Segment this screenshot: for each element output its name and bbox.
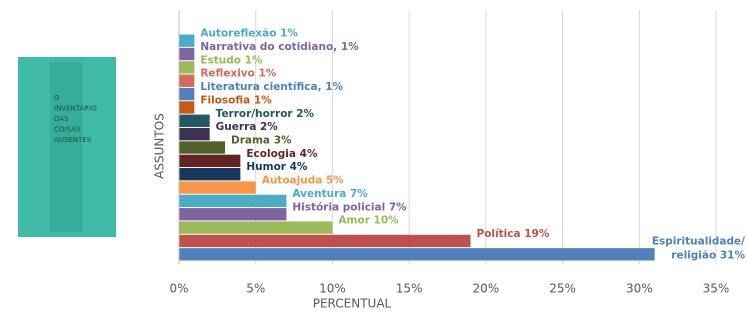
data-label: Ecologia 4% <box>246 148 318 160</box>
data-label: Guerra 2% <box>216 121 279 133</box>
bar <box>179 155 240 167</box>
data-label: Humor 4% <box>246 161 308 173</box>
data-label: Aventura 7% <box>292 188 368 200</box>
data-label: Literatura científica, 1% <box>200 81 343 93</box>
bar <box>179 101 194 113</box>
bar <box>179 115 210 127</box>
category-label: Reflexivo <box>200 68 255 80</box>
value-label: 1% <box>254 94 272 106</box>
bar <box>179 61 194 73</box>
value-label: 1% <box>259 68 277 80</box>
value-label: 1% <box>280 28 298 40</box>
category-label: Narrativa do cotidiano, <box>200 41 337 53</box>
category-label: Ecologia <box>246 148 296 160</box>
value-label: 1% <box>325 81 343 93</box>
data-label: Filosofia 1% <box>200 94 272 106</box>
category-label: História policial <box>292 201 385 213</box>
value-label: 31% <box>720 249 746 261</box>
value-label: 3% <box>274 135 292 147</box>
data-label: Política 19% <box>477 228 550 240</box>
cover-text: COISAS <box>54 126 81 134</box>
x-tick-label: 30% <box>626 282 653 296</box>
bar <box>179 235 471 247</box>
y-axis-title: ASSUNTOS <box>153 113 167 179</box>
category-label: Aventura <box>292 188 346 200</box>
x-tick-label: 0% <box>169 282 188 296</box>
category-label: Humor <box>246 161 286 173</box>
category-label: Terror/horror <box>216 108 294 120</box>
cover-text: AUSENTES <box>54 136 92 144</box>
data-label: Terror/horror 2% <box>216 108 315 120</box>
page: ASSUNTOS PERCENTUAL O INVENTÁRIO DAS COISAS… <box>0 0 747 312</box>
x-tick-label: 20% <box>473 282 500 296</box>
x-tick-label: 25% <box>549 282 576 296</box>
value-label: 5% <box>326 175 344 187</box>
cover-text: INVENTÁRIO <box>54 104 97 113</box>
x-tick-label: 5% <box>246 282 265 296</box>
category-label: Política <box>477 228 521 240</box>
category-label: Amor <box>338 215 370 227</box>
data-label: Autoreflexão 1% <box>200 28 298 40</box>
data-label: Autoajuda 5% <box>262 175 345 187</box>
value-label: 2% <box>296 108 314 120</box>
chart: ASSUNTOS PERCENTUAL O INVENTÁRIO DAS COISAS… <box>0 0 747 312</box>
x-axis-title: PERCENTUAL <box>313 297 392 311</box>
bar <box>179 75 194 87</box>
bar <box>179 48 194 60</box>
bar <box>179 128 210 140</box>
bar <box>179 248 655 260</box>
bar <box>179 88 194 100</box>
value-label: 7% <box>350 188 368 200</box>
category-label: Espiritualidade/ <box>652 235 745 247</box>
value-label: 4% <box>290 161 308 173</box>
data-label: Reflexivo 1% <box>200 68 277 80</box>
cover-stripes <box>50 62 82 232</box>
bar <box>179 181 256 193</box>
data-label: Drama 3% <box>231 135 292 147</box>
value-label: 7% <box>389 201 407 213</box>
category-label: Autoreflexão <box>200 28 276 40</box>
data-label: Espiritualidade/religião 31% <box>652 235 746 261</box>
bar <box>179 35 194 47</box>
category-label: Guerra <box>216 121 257 133</box>
bar <box>179 221 332 233</box>
category-label: Estudo <box>200 54 241 66</box>
bar <box>179 168 240 180</box>
book-cover <box>18 57 116 237</box>
bar <box>179 208 286 220</box>
data-label: Narrativa do cotidiano, 1% <box>200 41 359 53</box>
x-tick-label: 15% <box>396 282 423 296</box>
bar <box>179 141 225 153</box>
data-label: Amor 10% <box>338 215 399 227</box>
category-label: Filosofia <box>200 94 250 106</box>
value-label: 19% <box>524 228 550 240</box>
bar <box>179 195 286 207</box>
x-tick-label: 10% <box>319 282 346 296</box>
x-tick-label: 35% <box>703 282 730 296</box>
category-label: Autoajuda <box>262 175 323 187</box>
data-label: História policial 7% <box>292 201 407 213</box>
value-label: 1% <box>341 41 359 53</box>
value-label: 4% <box>300 148 318 160</box>
category-label: Drama <box>231 135 270 147</box>
value-label: 10% <box>374 215 400 227</box>
data-label: Estudo 1% <box>200 54 263 66</box>
value-label: 1% <box>245 54 263 66</box>
category-label: Literatura científica, <box>200 81 321 93</box>
cover-text: DAS <box>54 115 69 123</box>
category-label-cont: religião <box>671 249 716 261</box>
value-label: 2% <box>260 121 278 133</box>
cover-text: O <box>54 94 60 102</box>
